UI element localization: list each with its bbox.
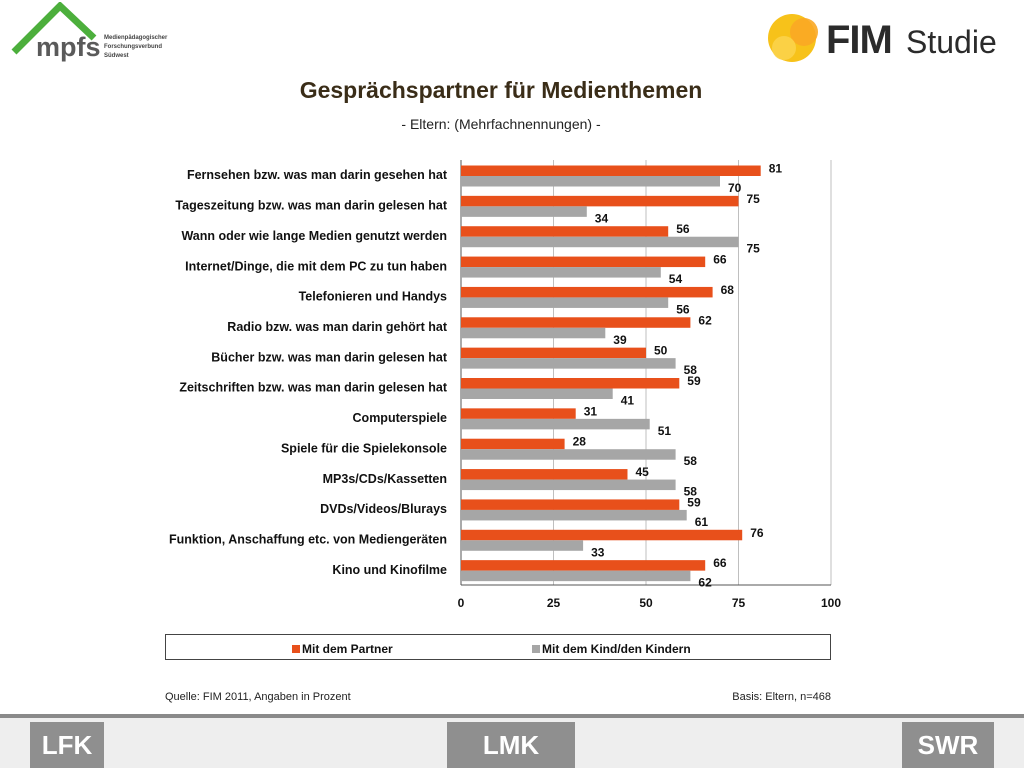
bar-kinder: [461, 206, 587, 217]
data-label: 75: [747, 192, 761, 206]
bar-partner: [461, 195, 739, 207]
data-label: 28: [573, 435, 587, 449]
data-label: 68: [721, 283, 735, 297]
data-label: 62: [698, 576, 712, 590]
category-label: Wann oder wie lange Medien genutzt werde…: [181, 229, 447, 243]
data-label: 59: [687, 374, 701, 388]
mpfs-logo: mpfs Medienpädagogischer Forschungsverbu…: [6, 1, 176, 68]
category-label: Funktion, Anschaffung etc. von Medienger…: [169, 532, 447, 546]
category-label: Kino und Kinofilme: [332, 563, 447, 577]
footer-divider: [0, 714, 1024, 718]
data-label: 58: [684, 363, 698, 377]
chart-title: Gesprächspartner für Medienthemen: [299, 77, 703, 103]
bar-partner: [461, 317, 691, 328]
legend-item-kinder: Mit dem Kind/den Kindern: [532, 642, 691, 656]
x-tick-label: 100: [821, 596, 841, 610]
bar-kinder: [461, 297, 669, 308]
category-label: Tageszeitung bzw. was man darin gelesen …: [175, 199, 447, 213]
swr-logo: SWR: [902, 722, 994, 768]
data-label: 33: [591, 545, 605, 559]
fim-wordmark: FIM: [826, 18, 893, 62]
studie-wordmark: Studie: [906, 24, 997, 60]
category-label: Internet/Dinge, die mit dem PC zu tun ha…: [185, 259, 447, 273]
bar-partner: [461, 256, 706, 268]
x-tick-label: 25: [547, 596, 561, 610]
x-tick-label: 50: [639, 596, 653, 610]
mpfs-wordmark: mpfs: [36, 32, 101, 62]
bar-kinder: [461, 449, 676, 460]
bar-partner: [461, 286, 713, 298]
category-label: MP3s/CDs/Kassetten: [323, 472, 447, 486]
legend-swatch-partner: [292, 645, 300, 653]
data-label: 34: [595, 211, 609, 225]
bar-kinder: [461, 418, 650, 430]
data-label: 66: [713, 253, 727, 267]
legend: Mit dem Partner Mit dem Kind/den Kindern: [165, 634, 831, 660]
category-label: DVDs/Videos/Blurays: [320, 502, 447, 516]
bar-partner: [461, 529, 743, 541]
bar-chart: 0 25 50 75 100 Fernsehen bzw. was man darin g…: [169, 160, 841, 610]
category-label: Bücher bzw. was man darin gelesen hat: [211, 350, 448, 364]
source-note: Quelle: FIM 2011, Angaben in Prozent: [165, 691, 351, 703]
data-label: 50: [654, 344, 668, 358]
basis-note: Basis: Eltern, n=468: [732, 691, 831, 703]
fim-studie-logo: FIM Studie: [762, 8, 1012, 74]
bar-kinder: [461, 479, 676, 491]
bar-kinder: [461, 509, 687, 521]
bar-kinder: [461, 388, 613, 399]
bar-kinder: [461, 358, 676, 369]
bar-kinder: [461, 540, 584, 551]
data-label: 62: [698, 313, 712, 327]
data-label: 59: [687, 495, 701, 509]
data-label: 61: [695, 515, 709, 529]
bar-partner: [461, 499, 680, 510]
category-label: Telefonieren und Handys: [299, 290, 447, 304]
bar-partner: [461, 165, 761, 176]
bar-partner: [461, 469, 628, 480]
bar-partner: [461, 226, 669, 237]
data-label: 56: [676, 222, 690, 236]
data-label: 66: [713, 556, 727, 570]
bar-partner: [461, 347, 646, 359]
sun-circles-icon: [768, 14, 818, 62]
data-label: 58: [684, 454, 698, 468]
house-roof-icon: [11, 1, 97, 55]
bar-partner: [461, 438, 565, 450]
category-label: Computerspiele: [353, 411, 448, 425]
category-label: Zeitschriften bzw. was man darin gelesen…: [179, 381, 447, 395]
bar-kinder: [461, 176, 720, 187]
bar-kinder: [461, 570, 691, 582]
lfk-logo: LFK: [30, 722, 104, 768]
data-label: 51: [658, 424, 672, 438]
bar-partner: [461, 560, 706, 571]
data-label: 70: [728, 181, 742, 195]
legend-item-partner: Mit dem Partner: [292, 642, 393, 656]
data-label: 41: [621, 394, 635, 408]
x-tick-label: 0: [458, 596, 465, 610]
category-label: Fernsehen bzw. was man darin gesehen hat: [187, 168, 448, 182]
mpfs-subtitle: Medienpädagogischer Forschungsverbund Sü…: [104, 35, 168, 59]
bar-partner: [461, 378, 680, 389]
data-label: 81: [769, 162, 783, 176]
data-label: 39: [613, 333, 627, 347]
x-tick-label: 75: [732, 596, 746, 610]
bar-kinder: [461, 236, 739, 248]
data-label: 31: [584, 404, 598, 418]
lmk-logo: LMK: [447, 722, 575, 768]
category-label: Spiele für die Spielekonsole: [281, 441, 447, 455]
chart-subtitle: - Eltern: (Mehrfachnennungen) -: [401, 116, 601, 132]
data-label: 54: [669, 272, 683, 286]
bar-kinder: [461, 327, 606, 339]
bar-kinder: [461, 267, 661, 278]
category-label: Radio bzw. was man darin gehört hat: [227, 320, 448, 334]
data-label: 75: [747, 242, 761, 256]
data-label: 56: [676, 302, 690, 316]
data-label: 58: [684, 485, 698, 499]
bar-partner: [461, 408, 576, 419]
data-label: 76: [750, 526, 764, 540]
legend-swatch-kinder: [532, 645, 540, 653]
data-label: 45: [636, 465, 650, 479]
